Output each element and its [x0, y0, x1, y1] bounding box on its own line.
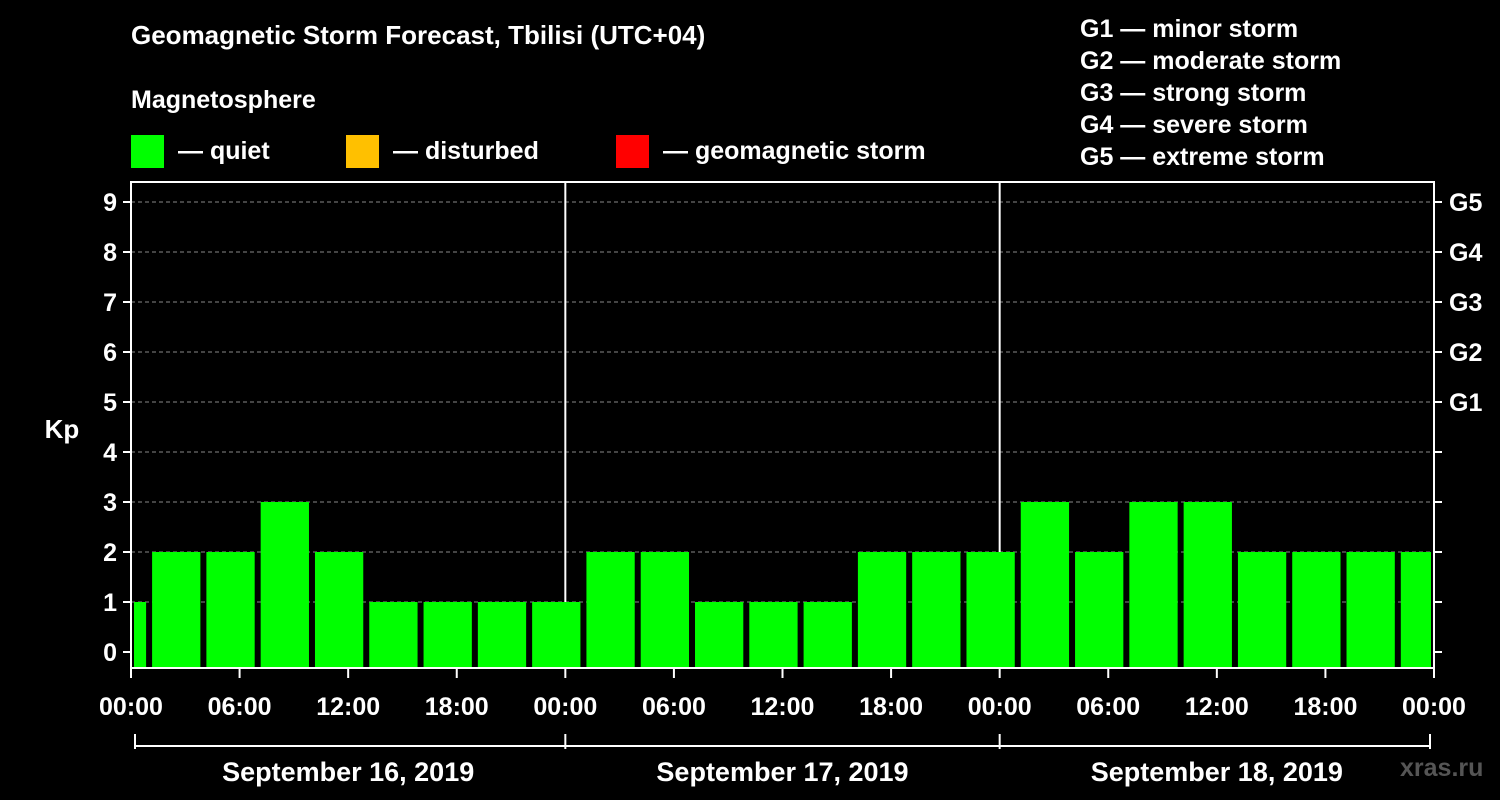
x-tick-label: 06:00 — [208, 693, 272, 721]
x-tick-label: 12:00 — [751, 693, 815, 721]
x-tick-label: 06:00 — [642, 693, 706, 721]
storm-scale-g4: G4 — severe storm — [1080, 111, 1308, 139]
x-tick-label: 12:00 — [1185, 693, 1249, 721]
legend-label-disturbed: — disturbed — [393, 136, 539, 165]
kp-bar — [1183, 502, 1232, 668]
storm-scale-g3: G3 — strong storm — [1080, 79, 1307, 107]
legend-item-disturbed: — disturbed — [346, 134, 539, 168]
kp-bar — [1129, 502, 1178, 668]
watermark: xras.ru — [1400, 754, 1484, 782]
kp-bar — [532, 602, 581, 668]
kp-bar — [912, 552, 961, 668]
x-tick-label: 18:00 — [859, 693, 923, 721]
legend-item-storm: — geomagnetic storm — [616, 134, 926, 168]
x-tick-label: 18:00 — [425, 693, 489, 721]
kp-bar — [1075, 552, 1124, 668]
legend-subtitle: Magnetosphere — [131, 86, 316, 114]
kp-bar — [423, 602, 472, 668]
y-tick-label: 4 — [103, 439, 117, 467]
legend-item-quiet: — quiet — [131, 134, 270, 168]
storm-scale-g1: G1 — minor storm — [1080, 15, 1299, 43]
y-axis-label: Kp — [45, 414, 80, 444]
chart-title: Geomagnetic Storm Forecast, Tbilisi (UTC… — [131, 20, 706, 50]
day-label: September 18, 2019 — [1091, 757, 1343, 787]
kp-bar — [1400, 552, 1431, 668]
kp-bar — [152, 552, 201, 668]
y-tick-label: 9 — [103, 189, 117, 217]
kp-bar — [640, 552, 690, 668]
x-tick-label: 06:00 — [1076, 693, 1140, 721]
legend-label-quiet: — quiet — [178, 136, 270, 165]
kp-bar — [803, 602, 852, 668]
x-tick-label: 12:00 — [316, 693, 380, 721]
legend-swatch-quiet — [131, 134, 164, 168]
x-tick-label: 18:00 — [1293, 693, 1357, 721]
storm-scale-g5: G5 — extreme storm — [1080, 143, 1325, 171]
y-tick-label: 1 — [103, 589, 117, 617]
day-label: September 16, 2019 — [222, 757, 474, 787]
g-scale-label: G3 — [1449, 289, 1482, 317]
g-scale-label: G2 — [1449, 339, 1482, 367]
kp-bar — [206, 552, 255, 668]
kp-bar — [695, 602, 744, 668]
y-tick-label: 7 — [103, 289, 117, 317]
legend-swatch-disturbed — [346, 134, 379, 168]
y-tick-label: 5 — [103, 389, 117, 417]
y-tick-label: 3 — [103, 489, 117, 517]
kp-bar — [477, 602, 527, 668]
kp-bar — [586, 552, 635, 668]
y-tick-label: 8 — [103, 239, 117, 267]
legend-label-storm: — geomagnetic storm — [663, 136, 926, 165]
kp-bar — [1292, 552, 1341, 668]
g-scale-label: G4 — [1449, 239, 1482, 267]
kp-bar — [134, 602, 147, 668]
x-tick-label: 00:00 — [1402, 693, 1466, 721]
y-tick-label: 0 — [103, 639, 117, 667]
storm-scale-legend: G1 — minor storm G2 — moderate storm G3 … — [1080, 13, 1341, 173]
kp-bar — [966, 552, 1015, 668]
kp-bar — [1346, 552, 1395, 668]
g-scale-label: G1 — [1449, 389, 1482, 417]
kp-bar — [369, 602, 418, 668]
x-tick-label: 00:00 — [533, 693, 597, 721]
day-label: September 17, 2019 — [656, 757, 908, 787]
y-tick-label: 2 — [103, 539, 117, 567]
kp-bar — [857, 552, 907, 668]
y-tick-label: 6 — [103, 339, 117, 367]
g-scale-label: G5 — [1449, 189, 1482, 217]
x-tick-label: 00:00 — [99, 693, 163, 721]
kp-bar — [260, 502, 309, 668]
kp-bar — [314, 552, 364, 668]
x-tick-label: 00:00 — [968, 693, 1032, 721]
legend-swatch-storm — [616, 134, 649, 168]
storm-scale-g2: G2 — moderate storm — [1080, 47, 1342, 75]
kp-bar — [1237, 552, 1287, 668]
kp-bar — [749, 602, 798, 668]
kp-bar — [1020, 502, 1070, 668]
